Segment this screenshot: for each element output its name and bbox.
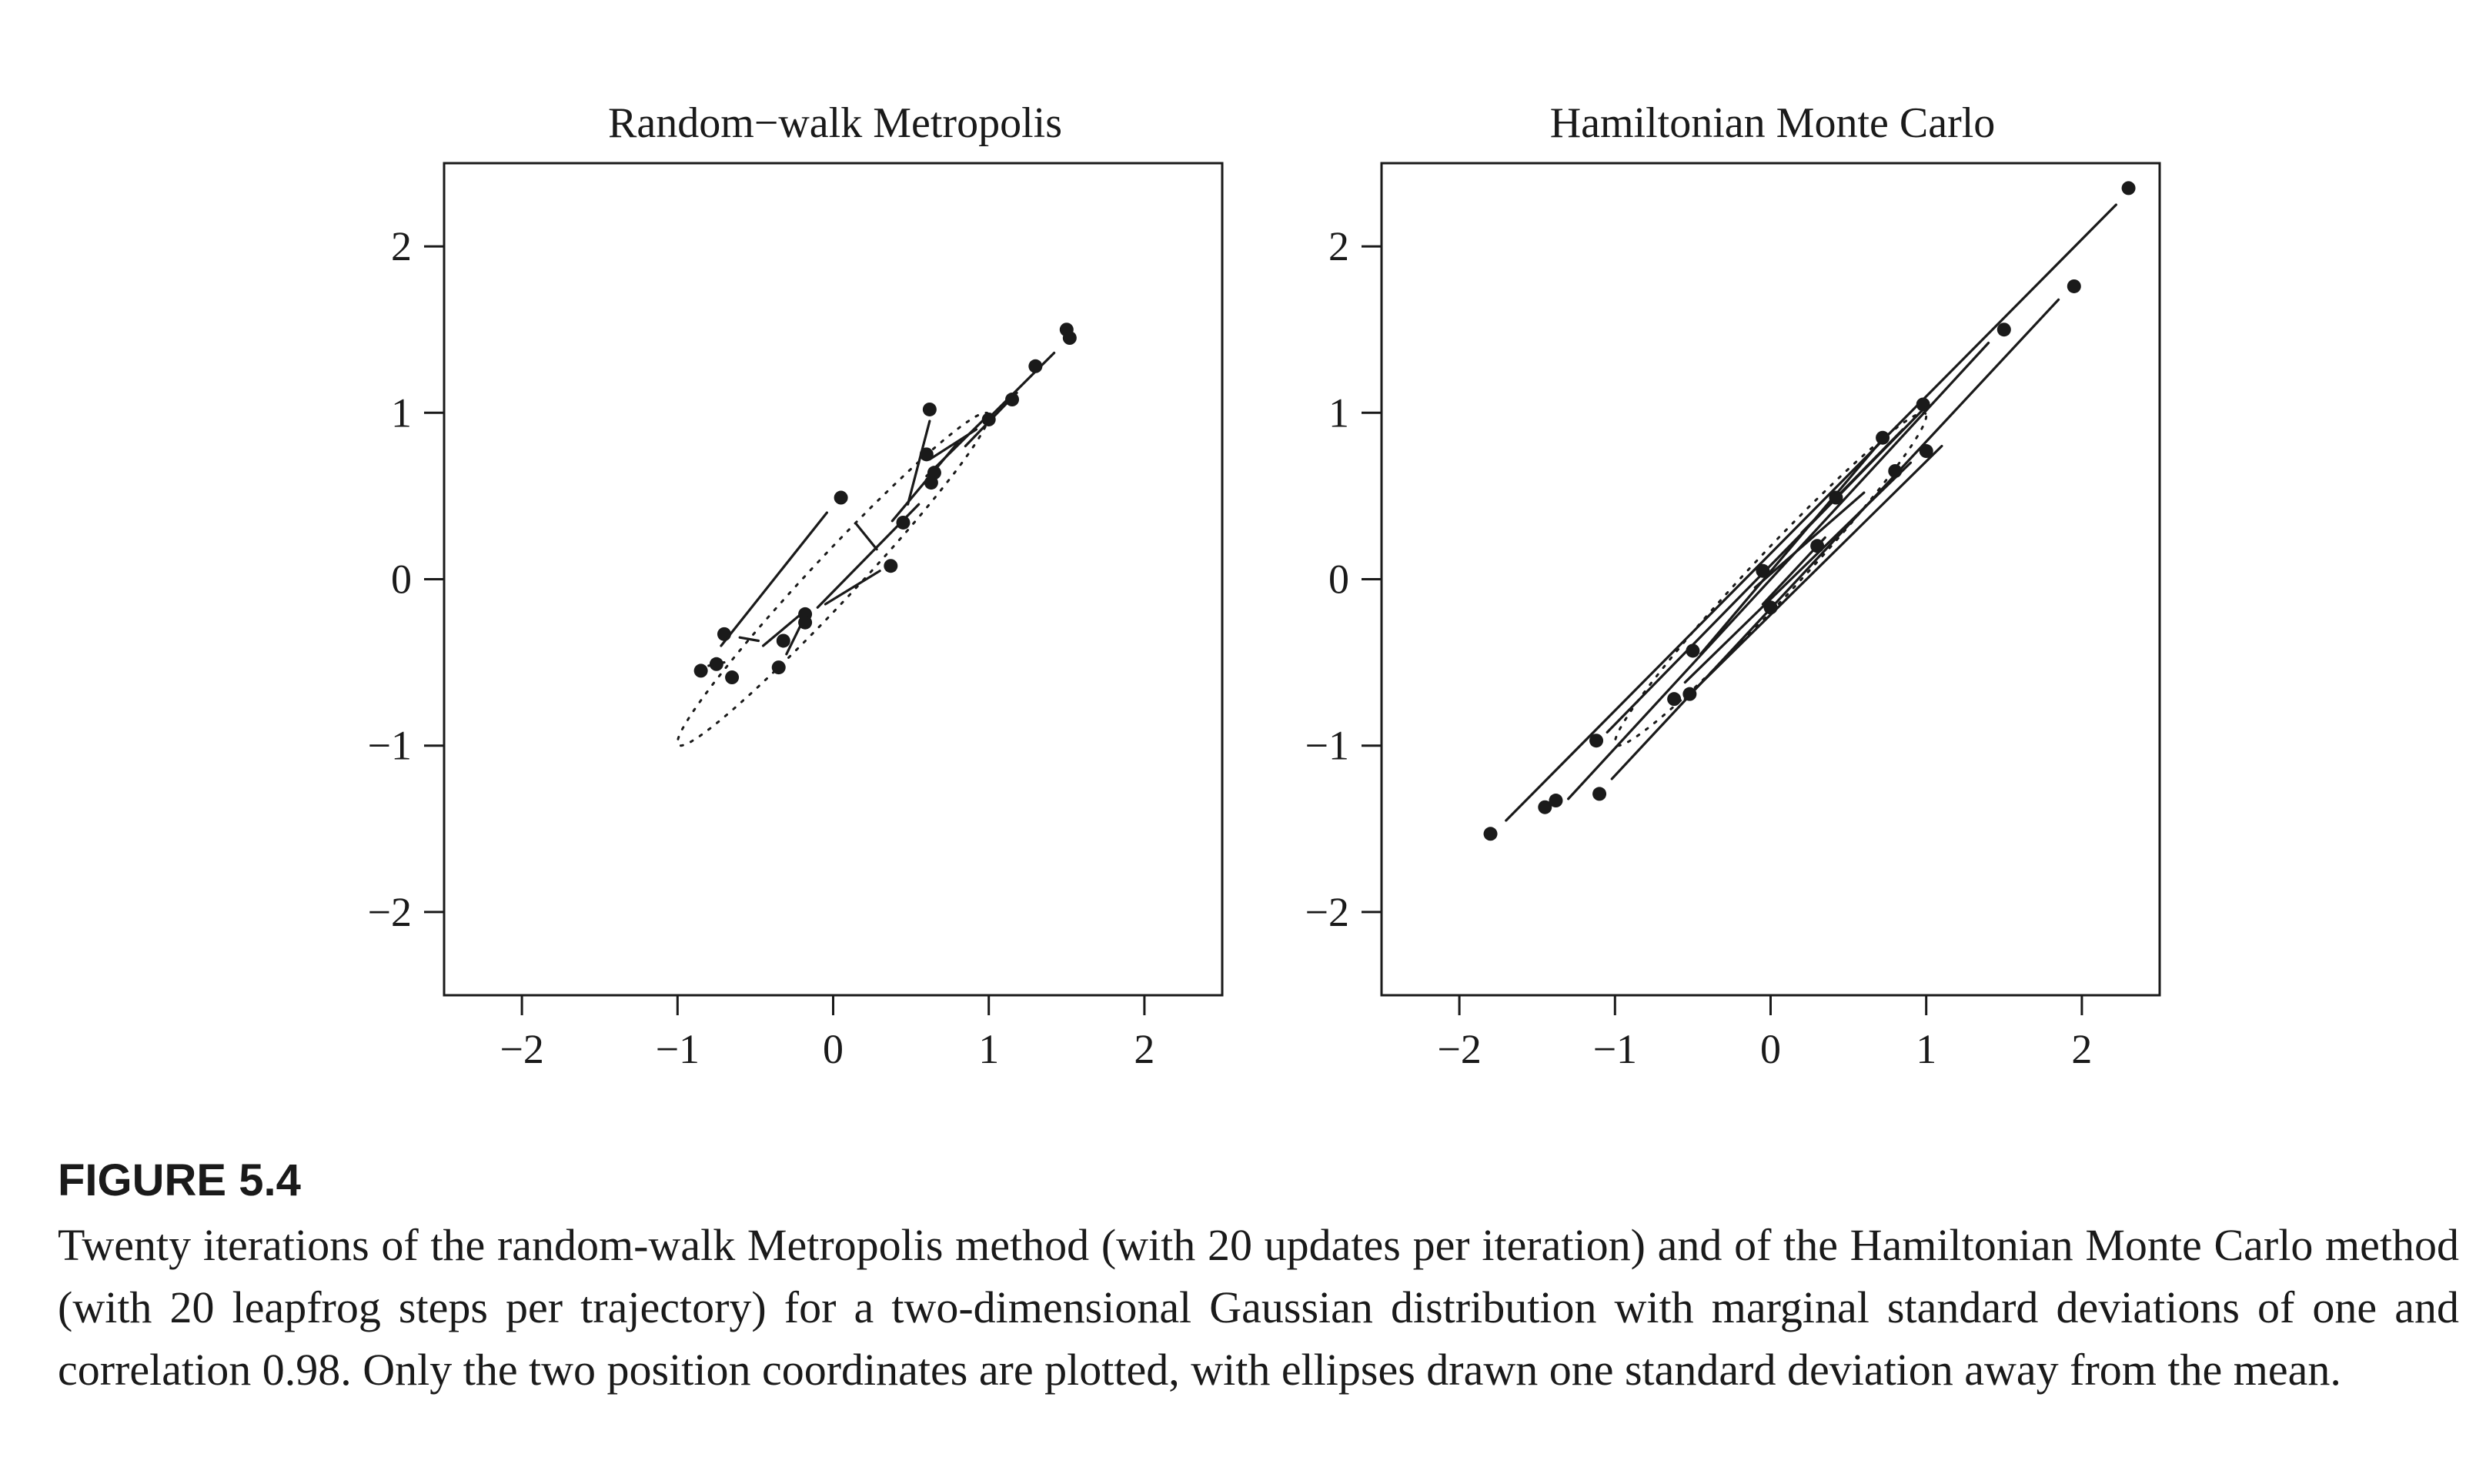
x-tick-label: 1	[1916, 1026, 1936, 1072]
sample-point	[1667, 692, 1682, 707]
sample-point	[1005, 393, 1020, 407]
x-axis-ticks: −2 −1 0 1 2	[1437, 994, 2092, 1072]
figure-caption: FIGURE 5.4 Twenty iterations of the rand…	[58, 1155, 2459, 1401]
y-tick-label: 1	[391, 389, 412, 436]
sample-point	[1592, 787, 1607, 801]
x-tick-label: 0	[1760, 1026, 1781, 1072]
trajectory-segment	[928, 428, 978, 461]
trajectory-segment	[1610, 298, 2060, 780]
sample-point	[922, 402, 937, 416]
trajectory-segment	[1800, 428, 1904, 534]
sample-point	[1538, 800, 1552, 814]
sample-point	[1996, 323, 2011, 337]
trajectory-segment	[1753, 491, 1866, 589]
sample-points	[693, 323, 1077, 685]
sample-point	[693, 663, 708, 678]
trajectory-segment	[824, 570, 881, 606]
sample-point	[771, 660, 786, 675]
trajectory-segment	[1699, 441, 1881, 656]
y-tick-label: 1	[1328, 389, 1349, 436]
random-walk-metropolis-panel: Random−walk Metropolis −2 −1 0 1 2 −2 −1 0 1 2	[368, 99, 1224, 1072]
y-tick-label: −2	[368, 889, 412, 935]
y-tick-label: −1	[1305, 723, 1349, 769]
sample-points	[1483, 181, 2136, 841]
caption-text: Twenty iterations of the random-walk Met…	[58, 1220, 2459, 1395]
sample-point	[1916, 397, 1930, 412]
sample-point	[884, 559, 898, 573]
sample-point	[1589, 734, 1604, 748]
sample-point	[2121, 181, 2136, 196]
trajectory-segment	[855, 523, 878, 551]
sample-point	[919, 447, 934, 462]
sample-point	[1549, 794, 1563, 808]
y-tick-label: 0	[1328, 556, 1349, 603]
sample-point	[1829, 490, 1843, 505]
trajectory-segment	[1505, 203, 2117, 822]
trajectory-segment	[983, 351, 1056, 424]
caption-label: FIGURE 5.4	[58, 1155, 301, 1205]
trajectory-segment	[1683, 461, 1913, 684]
sample-point	[798, 615, 813, 630]
y-tick-label: 0	[391, 556, 412, 603]
sample-point	[1062, 331, 1077, 346]
trajectory-segment	[1567, 341, 1990, 800]
sample-point	[1756, 563, 1770, 578]
sample-point	[1810, 539, 1825, 553]
x-tick-label: 0	[823, 1026, 844, 1072]
panel-title: Hamiltonian Monte Carlo	[1550, 99, 1996, 147]
trajectory-segment	[785, 621, 804, 656]
trajectory-segments	[1505, 203, 2117, 822]
sample-point	[1686, 643, 1700, 658]
trajectory-segment	[1683, 444, 1943, 700]
x-tick-label: −2	[1437, 1026, 1481, 1072]
trajectory-segment	[738, 636, 760, 643]
trajectory-segment	[906, 461, 921, 506]
trajectory-segment	[761, 614, 800, 647]
y-axis-ticks: −2 −1 0 1 2	[368, 223, 444, 935]
sample-point	[725, 670, 740, 685]
sample-point	[776, 633, 790, 648]
x-tick-label: 2	[1134, 1026, 1154, 1072]
y-axis-ticks: −2 −1 0 1 2	[1305, 223, 1382, 935]
x-tick-label: 2	[2071, 1026, 2092, 1072]
y-tick-label: 2	[391, 223, 412, 269]
sample-point	[924, 476, 938, 490]
sample-point	[834, 490, 848, 505]
x-tick-label: −2	[500, 1026, 543, 1072]
sample-point	[981, 412, 996, 426]
sample-point	[1028, 359, 1043, 373]
sample-point	[1876, 430, 1890, 445]
x-tick-label: −1	[1593, 1026, 1637, 1072]
sample-point	[1919, 444, 1933, 459]
sample-point	[1483, 827, 1498, 841]
sample-point	[2067, 279, 2081, 293]
sample-point	[896, 515, 911, 530]
sample-point	[717, 627, 731, 641]
trajectory-segment	[720, 511, 829, 647]
sample-point	[1682, 687, 1697, 701]
panel-title: Random−walk Metropolis	[608, 99, 1062, 147]
y-tick-label: −2	[1305, 889, 1349, 935]
hamiltonian-monte-carlo-panel: Hamiltonian Monte Carlo −2 −1 0 1 2 −2 −1 0 1 2	[1305, 99, 2161, 1072]
plot-frame	[443, 162, 1224, 997]
sample-point	[1763, 600, 1778, 615]
x-tick-label: 1	[978, 1026, 999, 1072]
y-tick-label: 2	[1328, 223, 1349, 269]
sample-point	[709, 657, 723, 671]
x-axis-ticks: −2 −1 0 1 2	[500, 994, 1154, 1072]
sample-point	[1888, 463, 1903, 478]
y-tick-label: −1	[368, 723, 412, 769]
x-tick-label: −1	[656, 1026, 700, 1072]
trajectory-segments	[707, 351, 1056, 667]
